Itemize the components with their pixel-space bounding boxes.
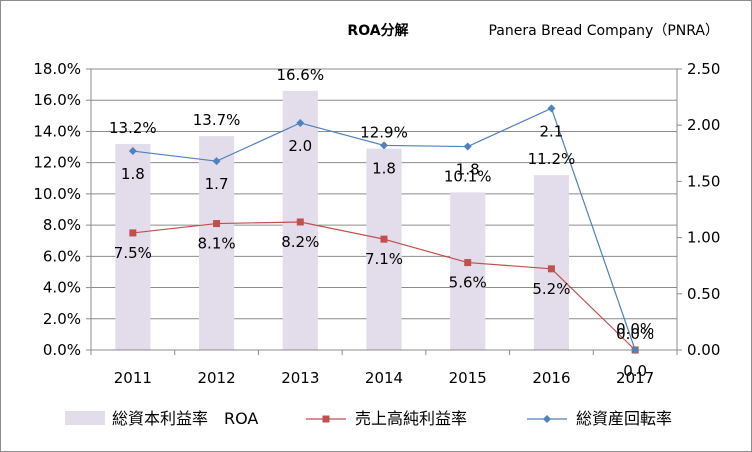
legend-net-margin-marker xyxy=(322,415,330,423)
legend-asset-turnover-marker xyxy=(543,415,551,423)
roa-data-label: 16.6% xyxy=(276,66,324,84)
net-margin-marker xyxy=(464,259,472,267)
net-margin-data-label: 5.2% xyxy=(532,280,570,298)
right-axis-tick-label: 1.00 xyxy=(687,229,720,247)
net-margin-marker xyxy=(129,229,137,237)
asset-turnover-data-label: 1.8 xyxy=(121,165,145,183)
asset-turnover-data-label: 1.7 xyxy=(205,175,229,193)
roa-data-label: 0.0% xyxy=(616,325,654,343)
asset-turnover-marker xyxy=(128,147,137,156)
legend-roa-label: 総資本利益率 ROA xyxy=(112,409,258,428)
x-axis-tick-label: 2013 xyxy=(281,369,319,387)
right-axis-tick-label: 0.00 xyxy=(687,341,720,359)
left-axis-tick-label: 18.0% xyxy=(33,60,81,78)
roa-bar xyxy=(198,136,235,350)
left-axis-tick-label: 4.0% xyxy=(43,279,81,297)
chart-subtitle: Panera Bread Company（PNRA） xyxy=(488,23,719,39)
x-axis-tick-label: 2016 xyxy=(532,369,570,387)
net-margin-data-label: 7.1% xyxy=(365,250,403,268)
right-axis-tick-label: 2.50 xyxy=(687,60,720,78)
asset-turnover-data-label: 1.8 xyxy=(372,159,396,177)
roa-data-label: 12.9% xyxy=(360,124,408,142)
asset-turnover-data-label: 1.8 xyxy=(456,161,480,179)
net-margin-marker xyxy=(380,235,388,243)
asset-turnover-data-label: 0.0 xyxy=(623,362,647,380)
net-margin-data-label: 7.5% xyxy=(114,244,152,262)
net-margin-data-label: 8.1% xyxy=(198,235,236,253)
asset-turnover-marker xyxy=(296,118,305,127)
left-axis-tick-label: 16.0% xyxy=(33,91,81,109)
x-axis-tick-label: 2014 xyxy=(365,369,403,387)
left-axis-tick-label: 14.0% xyxy=(33,122,81,140)
roa-bar xyxy=(366,148,402,350)
left-axis-tick-label: 2.0% xyxy=(43,310,81,328)
right-axis-tick-label: 2.00 xyxy=(687,116,720,134)
roa-data-label: 10.1% xyxy=(444,167,492,185)
asset-turnover-marker xyxy=(631,346,640,354)
asset-turnover-marker xyxy=(463,142,472,151)
net-margin-marker xyxy=(213,220,221,228)
x-axis-tick-label: 2015 xyxy=(449,369,487,387)
roa-bar xyxy=(533,175,570,350)
roa-bar xyxy=(450,192,486,350)
asset-turnover-data-label: 2.1 xyxy=(539,122,563,140)
net-margin-marker xyxy=(296,218,304,226)
asset-turnover-marker xyxy=(547,104,556,113)
legend-asset-turnover-label: 総資産回転率 xyxy=(576,409,672,428)
left-axis-tick-label: 6.0% xyxy=(43,247,81,265)
right-axis-tick-label: 0.50 xyxy=(687,285,720,303)
chart-title: ROA分解 xyxy=(347,22,408,39)
x-axis-tick-label: 2011 xyxy=(114,369,152,387)
roa-bar xyxy=(115,143,151,350)
roa-data-label: 13.2% xyxy=(109,119,157,137)
legend-net-margin-label: 売上高純利益率 xyxy=(355,409,467,428)
right-axis-tick-label: 1.50 xyxy=(687,172,720,190)
left-axis-tick-label: 0.0% xyxy=(43,341,81,359)
left-axis-tick-label: 8.0% xyxy=(43,216,81,234)
net-margin-data-label: 0.0% xyxy=(616,320,654,338)
asset-turnover-marker xyxy=(212,157,221,166)
x-axis-tick-label: 2012 xyxy=(197,369,235,387)
roa-data-label: 13.7% xyxy=(193,111,241,129)
left-axis-tick-label: 12.0% xyxy=(33,154,81,172)
net-margin-data-label: 5.6% xyxy=(449,274,487,292)
roa-data-label: 11.2% xyxy=(528,150,576,168)
asset-turnover-marker xyxy=(380,141,388,150)
net-margin-marker xyxy=(547,265,555,273)
net-margin-data-label: 8.2% xyxy=(281,233,319,251)
left-axis-tick-label: 10.0% xyxy=(33,185,81,203)
asset-turnover-data-label: 2.0 xyxy=(288,137,312,155)
legend-roa-swatch xyxy=(65,411,105,425)
x-axis-tick-label: 2017 xyxy=(616,369,654,387)
